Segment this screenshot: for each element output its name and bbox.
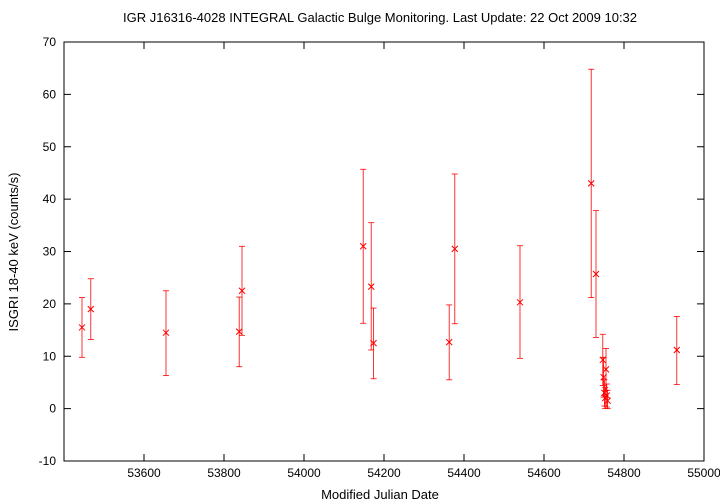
data-point [451, 173, 459, 325]
data-point [592, 210, 600, 338]
y-tick-label: 70 [43, 35, 57, 49]
data-point [162, 290, 170, 377]
point-marker [603, 392, 611, 399]
point-marker [367, 283, 375, 290]
y-tick-label: 20 [43, 297, 57, 311]
chart-title: IGR J16316-4028 INTEGRAL Galactic Bulge … [123, 10, 637, 25]
point-marker [516, 298, 524, 306]
data-point [78, 297, 86, 358]
plot-frame [63, 41, 705, 462]
point-marker [359, 242, 367, 250]
y-tick-label: 40 [43, 192, 57, 206]
axis-ticks: -10 0 10 20 30 40 50 60 70 53600 53800 54000 54200 54… [39, 35, 720, 480]
data-point [370, 307, 377, 380]
y-axis-label: ISGRI 18-40 keV (counts/s) [6, 173, 21, 332]
x-axis-label: Modified Julian Date [321, 487, 439, 502]
data-point [516, 245, 524, 359]
point-marker [87, 305, 95, 313]
data-point [445, 304, 453, 381]
point-marker [599, 356, 607, 364]
point-marker [587, 180, 595, 187]
x-tick-label: 54800 [607, 466, 641, 480]
data-point [359, 168, 367, 324]
data-point [603, 383, 611, 408]
x-tick-label: 54200 [367, 466, 401, 480]
point-marker [451, 245, 459, 253]
x-tick-label: 53800 [207, 466, 241, 480]
point-marker [370, 339, 377, 347]
point-marker [235, 328, 243, 335]
x-tick-label: 54400 [447, 466, 481, 480]
point-marker [238, 287, 246, 295]
x-tick-label: 55000 [687, 466, 720, 480]
data-point [238, 245, 246, 336]
y-tick-label: 0 [49, 402, 56, 416]
data-point [235, 296, 243, 368]
data-point [673, 316, 681, 385]
y-tick-label: 50 [43, 140, 57, 154]
point-marker [602, 365, 610, 373]
data-point [367, 222, 375, 351]
point-marker [604, 397, 611, 405]
data-point [604, 389, 611, 410]
x-tick-label: 54000 [287, 466, 321, 480]
point-marker [78, 324, 86, 331]
x-tick-label: 54600 [527, 466, 561, 480]
point-marker [673, 346, 681, 354]
data-point [87, 278, 95, 340]
y-tick-label: 10 [43, 349, 57, 363]
y-tick-label: -10 [39, 454, 57, 468]
x-tick-label: 53600 [127, 466, 161, 480]
data-points [78, 68, 681, 410]
point-marker [592, 270, 600, 278]
data-point [587, 68, 595, 298]
point-marker [162, 329, 170, 337]
data-point [602, 347, 610, 391]
y-tick-label: 30 [43, 245, 57, 259]
point-marker [445, 338, 453, 346]
y-tick-label: 60 [43, 87, 57, 101]
